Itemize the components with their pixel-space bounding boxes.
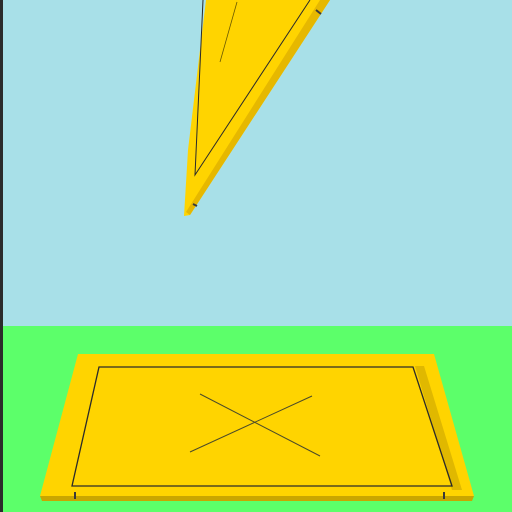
left-border: [0, 0, 3, 512]
pad-side-face: [40, 496, 474, 501]
falling-yellow-panel[interactable]: [184, 0, 330, 216]
falling-panel-outline: [194, 0, 311, 177]
landing-target-pad[interactable]: [40, 354, 474, 501]
pad-x-mark-a: [199, 393, 321, 457]
pad-top-face: [40, 354, 474, 496]
falling-panel-notch-bottom: [192, 203, 198, 207]
falling-panel-edge: [186, 0, 330, 215]
falling-panel-notch-top: [315, 9, 322, 15]
pad-x-mark-b: [189, 395, 313, 453]
pad-inner-outline: [71, 366, 453, 487]
falling-panel-crease: [219, 1, 238, 63]
pad-right-bevel: [415, 366, 462, 490]
